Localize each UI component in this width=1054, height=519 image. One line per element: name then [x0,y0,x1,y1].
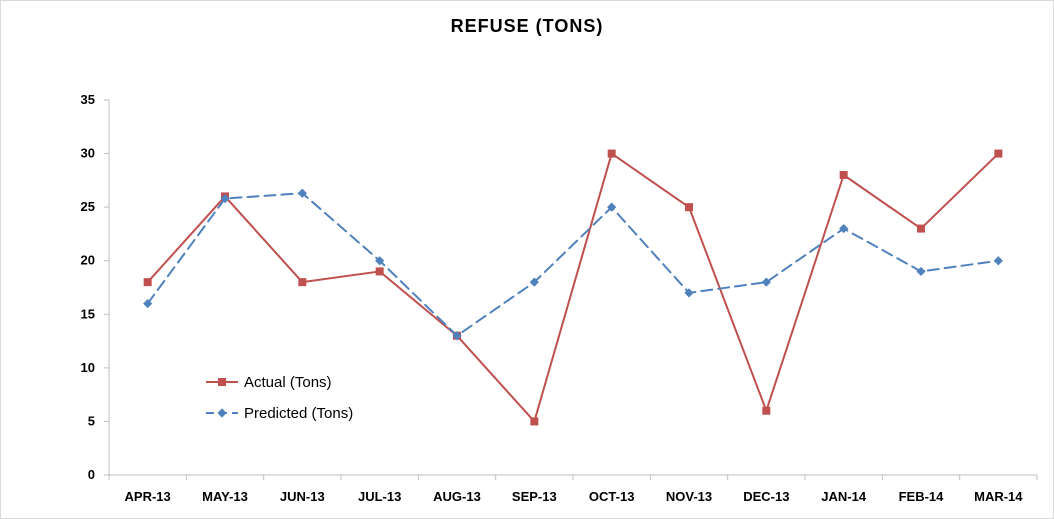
predicted-data-point [297,188,307,198]
actual-series-line [146,152,1000,423]
y-tick-label: 10 [81,360,95,375]
y-tick-label: 15 [81,306,95,321]
predicted-data-point [761,277,771,287]
x-tick-label: NOV-13 [666,489,712,504]
legend-marker-actual [218,378,226,386]
legend: Actual (Tons) Predicted (Tons) [206,374,353,422]
x-tick-label: AUG-13 [433,489,481,504]
x-tick-label: OCT-13 [589,489,635,504]
series-predicted [143,188,1003,341]
legend-label-predicted: Predicted (Tons) [244,405,353,422]
y-tick-label: 20 [81,253,95,268]
predicted-data-point [452,331,462,341]
x-tick-label: SEP-13 [512,489,557,504]
y-tick-label: 30 [81,146,95,161]
legend-marker-predicted [217,408,227,418]
series-layer [143,149,1003,426]
y-tick-label: 25 [81,199,95,214]
y-axis-labels: 0 5 10 15 20 25 30 35 [81,92,95,482]
x-tick-label: DEC-13 [743,489,789,504]
predicted-data-point [375,256,385,266]
predicted-data-point [684,288,694,298]
predicted-data-point [993,256,1003,266]
x-tick-label: JAN-14 [821,489,867,504]
actual-data-point [762,406,771,415]
predicted-data-point [607,202,617,212]
axes [104,99,1038,480]
legend-item-predicted: Predicted (Tons) [206,405,353,422]
x-tick-label: APR-13 [125,489,171,504]
predicted-data-point [220,193,230,204]
actual-data-point [685,203,693,212]
predicted-data-point [529,277,539,287]
y-tick-label: 5 [88,413,95,428]
chart-title: REFUSE (TONS) [451,16,604,36]
predicted-data-point [916,266,926,277]
predicted-data-point [143,298,153,309]
actual-data-point [143,278,152,287]
actual-data-point [530,417,539,426]
actual-data-point [917,224,925,233]
actual-data-point [839,171,848,179]
legend-label-actual: Actual (Tons) [244,374,332,391]
x-tick-label: FEB-14 [899,489,945,504]
predicted-data-point [839,223,849,234]
y-tick-label: 35 [81,92,95,107]
y-tick-label: 0 [88,467,95,482]
actual-data-point [298,278,307,287]
predicted-series-line [146,192,1000,337]
x-tick-label: MAR-14 [974,489,1023,504]
actual-data-point [994,149,1003,158]
actual-data-point [375,267,384,276]
x-tick-label: MAY-13 [202,489,248,504]
x-axis-labels: APR-13 MAY-13 JUN-13 JUL-13 AUG-13 SEP-13 OCT-… [125,489,1024,504]
x-tick-label: JUL-13 [358,489,401,504]
legend-item-actual: Actual (Tons) [206,374,332,391]
actual-data-point [607,149,616,158]
x-tick-label: JUN-13 [280,489,325,504]
